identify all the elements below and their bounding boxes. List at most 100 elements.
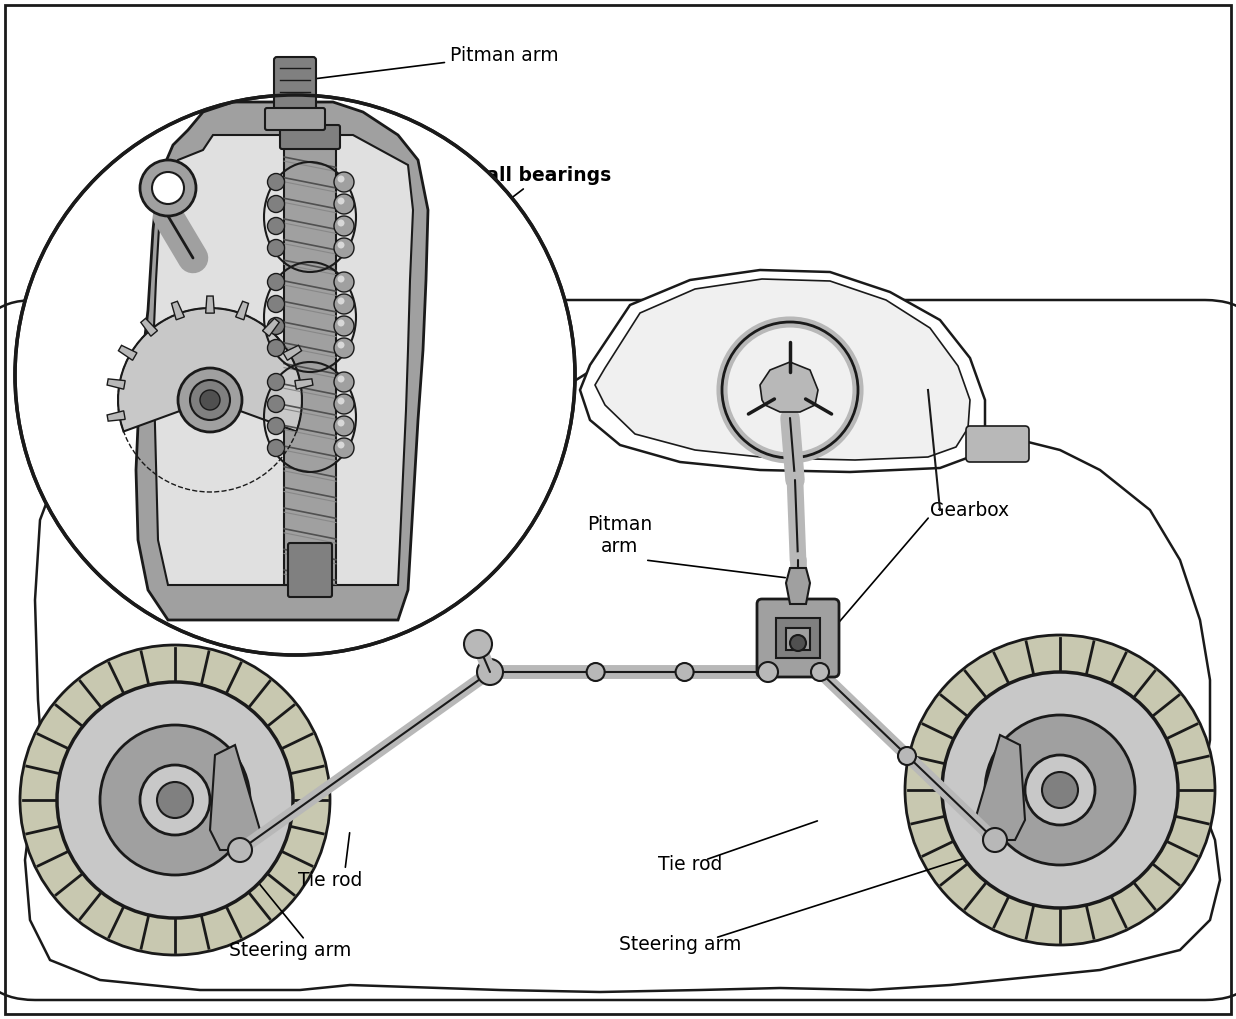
Circle shape [758,662,777,682]
Circle shape [267,418,284,434]
Circle shape [1042,772,1078,808]
Polygon shape [595,279,970,460]
Circle shape [337,219,345,226]
Polygon shape [119,308,302,431]
Circle shape [985,715,1135,865]
Circle shape [267,273,284,290]
Circle shape [334,316,353,336]
Polygon shape [236,302,248,320]
Circle shape [15,95,575,655]
Circle shape [337,375,345,382]
Circle shape [57,682,293,918]
Circle shape [337,275,345,282]
Polygon shape [786,568,810,604]
Text: Ball bearings: Ball bearings [351,165,612,320]
Circle shape [334,372,353,392]
Circle shape [464,630,492,658]
Circle shape [140,765,210,835]
Circle shape [983,828,1007,852]
Circle shape [942,672,1178,908]
Text: Tie rod: Tie rod [298,870,362,890]
Circle shape [227,838,252,862]
Circle shape [587,663,604,681]
Polygon shape [108,411,125,421]
Circle shape [200,390,220,410]
Circle shape [152,172,184,204]
Text: Pitman
arm: Pitman arm [587,515,653,555]
Bar [284,142,336,585]
FancyBboxPatch shape [967,426,1030,462]
Circle shape [337,341,345,348]
Circle shape [267,217,284,234]
Polygon shape [119,345,137,361]
FancyBboxPatch shape [274,57,316,118]
Circle shape [811,663,829,681]
Circle shape [334,416,353,436]
Circle shape [477,659,503,685]
Polygon shape [108,379,125,389]
Circle shape [899,747,916,765]
Text: Tie rod: Tie rod [658,856,722,874]
Circle shape [337,198,345,205]
Polygon shape [283,345,302,361]
Polygon shape [172,302,184,320]
Circle shape [337,397,345,405]
Bar [786,628,810,650]
Circle shape [334,172,353,192]
Circle shape [334,238,353,258]
Circle shape [905,635,1215,945]
FancyBboxPatch shape [288,543,332,597]
Circle shape [267,196,284,213]
Circle shape [267,395,284,413]
FancyBboxPatch shape [756,599,839,677]
Polygon shape [580,270,985,472]
FancyBboxPatch shape [281,125,340,149]
Polygon shape [760,362,818,412]
Polygon shape [210,745,260,850]
Circle shape [190,380,230,420]
Circle shape [334,394,353,414]
Circle shape [334,338,353,358]
Circle shape [178,368,242,432]
FancyBboxPatch shape [0,300,1236,1000]
Circle shape [337,175,345,182]
Text: Steering arm: Steering arm [619,935,742,955]
Circle shape [267,173,284,191]
Circle shape [267,239,284,257]
Circle shape [790,635,806,651]
Circle shape [100,725,250,875]
Text: Steering arm: Steering arm [229,941,351,960]
Circle shape [337,242,345,249]
Circle shape [334,294,353,314]
Circle shape [267,296,284,313]
Circle shape [337,320,345,326]
Circle shape [140,160,197,216]
Text: Pitman arm: Pitman arm [308,46,559,79]
Polygon shape [975,735,1025,840]
Circle shape [267,439,284,457]
Circle shape [334,272,353,292]
Polygon shape [205,297,214,313]
Circle shape [337,298,345,305]
Circle shape [267,374,284,390]
Circle shape [334,438,353,458]
Circle shape [337,420,345,427]
Circle shape [1025,755,1095,825]
Text: Gearbox: Gearbox [929,500,1009,520]
Polygon shape [25,345,1220,993]
Circle shape [337,441,345,448]
Polygon shape [136,102,428,620]
Circle shape [267,318,284,334]
Bar [776,618,819,658]
Circle shape [334,216,353,236]
FancyBboxPatch shape [265,108,325,130]
Polygon shape [295,379,313,389]
Circle shape [267,339,284,357]
Circle shape [334,194,353,214]
Circle shape [157,782,193,818]
Polygon shape [153,135,413,585]
Polygon shape [141,318,157,336]
Polygon shape [262,318,279,336]
Circle shape [20,645,330,955]
Circle shape [676,663,693,681]
